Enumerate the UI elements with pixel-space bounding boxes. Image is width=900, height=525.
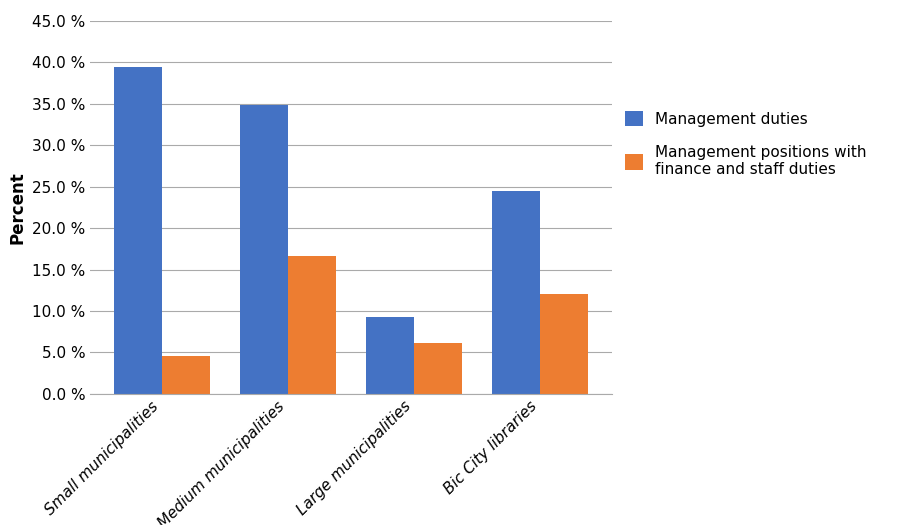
Bar xyxy=(113,67,162,394)
Bar xyxy=(414,343,462,394)
Bar xyxy=(366,317,414,394)
Y-axis label: Percent: Percent xyxy=(8,171,26,244)
Bar xyxy=(540,295,589,394)
Bar xyxy=(162,356,210,394)
Bar xyxy=(240,106,288,394)
Bar xyxy=(492,191,540,394)
Bar xyxy=(288,256,336,394)
Legend: Management duties, Management positions with
finance and staff duties: Management duties, Management positions … xyxy=(625,111,867,177)
